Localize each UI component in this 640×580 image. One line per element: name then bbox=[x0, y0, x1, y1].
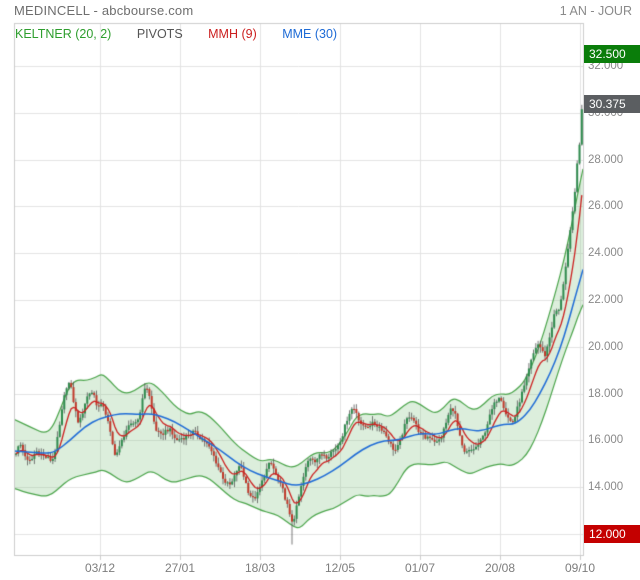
chart-title: MEDINCELL - abcbourse.com bbox=[14, 3, 194, 18]
y-tick-label: 18.000 bbox=[588, 387, 624, 400]
y-tick-label: 24.000 bbox=[588, 247, 624, 260]
x-tick-label: 20/08 bbox=[484, 561, 516, 575]
y-tick-label: 28.000 bbox=[588, 153, 624, 166]
timeframe-label: 1 AN - JOUR bbox=[559, 4, 632, 18]
x-tick-label: 27/01 bbox=[164, 561, 196, 575]
x-tick-label: 12/05 bbox=[324, 561, 356, 575]
indicator-legend: KELTNER (20, 2) PIVOTS MMH (9) MME (30) bbox=[15, 27, 359, 41]
y-tick-label: 22.000 bbox=[588, 294, 624, 306]
last-price-badge: 30.375 bbox=[584, 95, 640, 114]
x-tick-label: 09/10 bbox=[564, 561, 596, 575]
y-tick-label: 26.000 bbox=[588, 200, 624, 213]
y-tick-label: 20.000 bbox=[588, 340, 624, 353]
y-tick-label: 16.000 bbox=[588, 434, 624, 447]
legend-keltner: KELTNER (20, 2) bbox=[15, 27, 112, 41]
x-tick-label: 01/07 bbox=[404, 561, 436, 575]
legend-pivots: PIVOTS bbox=[136, 27, 183, 41]
x-tick-label: 18/03 bbox=[244, 561, 276, 575]
y-tick-label: 14.000 bbox=[588, 481, 624, 494]
legend-mme: MME (30) bbox=[282, 27, 338, 41]
period-high-badge: 32.500 bbox=[584, 45, 640, 64]
x-tick-label: 03/12 bbox=[84, 561, 116, 575]
legend-mmh: MMH (9) bbox=[208, 27, 257, 41]
period-low-badge: 12.000 bbox=[584, 525, 640, 543]
